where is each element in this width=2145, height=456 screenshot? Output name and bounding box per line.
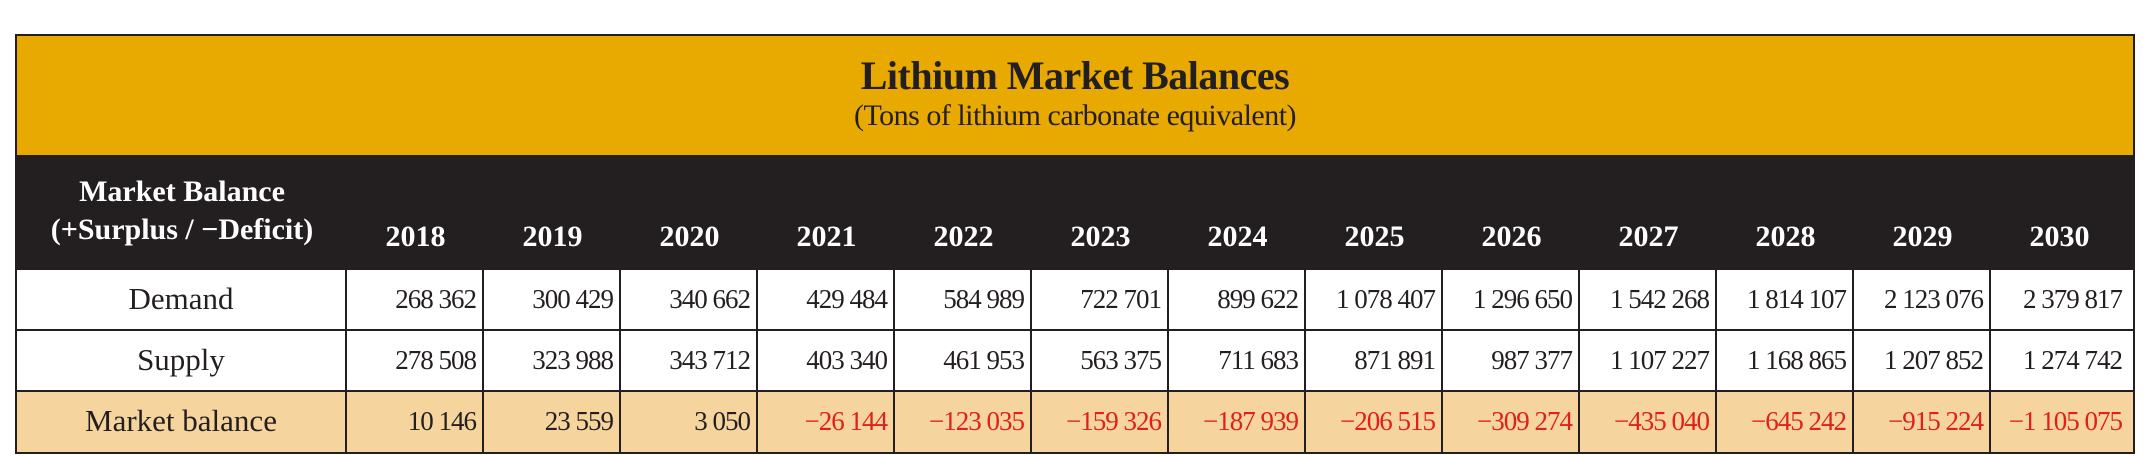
value-cell: 1 296 650 — [1443, 270, 1580, 329]
year-header: 2019 — [522, 220, 583, 253]
year-header: 2024 — [1207, 220, 1268, 253]
value-cell: 1 207 852 — [1854, 331, 1991, 390]
value-cell: 278 508 — [347, 331, 484, 390]
value-cell: 461 953 — [895, 331, 1032, 390]
value-cell: 1 274 742 — [2023, 345, 2123, 375]
year-header: 2028 — [1755, 220, 1816, 253]
value-cell: 871 891 — [1306, 331, 1443, 390]
demand-row: Demand 268 362 300 429 340 662 429 484 584 98… — [17, 268, 2133, 329]
year-header: 2026 — [1481, 220, 1542, 253]
table-title: Lithium Market Balances — [860, 53, 1290, 98]
value-cell: −123 035 — [895, 392, 1032, 452]
row-label-header: Market Balance (+Surplus / −Deficit) — [17, 157, 347, 268]
value-cell: 300 429 — [484, 270, 621, 329]
value-cell: 899 622 — [1169, 270, 1306, 329]
row-label: Supply — [17, 331, 347, 390]
title-band: Lithium Market Balances (Tons of lithium… — [17, 36, 2133, 157]
value-cell: 23 559 — [484, 392, 621, 452]
value-cell: 1 078 407 — [1306, 270, 1443, 329]
value-cell: 1 107 227 — [1580, 331, 1717, 390]
header-label-line1: Market Balance — [79, 175, 285, 208]
value-cell: −435 040 — [1580, 392, 1717, 452]
value-cell: −309 274 — [1443, 392, 1580, 452]
value-cell: −1 105 075 — [2008, 406, 2123, 436]
value-cell: 268 362 — [347, 270, 484, 329]
year-header: 2030 — [2029, 220, 2090, 253]
row-label: Demand — [17, 270, 347, 329]
value-cell: 10 146 — [347, 392, 484, 452]
year-header: 2018 — [385, 220, 446, 253]
value-cell: −159 326 — [1032, 392, 1169, 452]
year-header: 2021 — [796, 220, 857, 253]
year-header: 2020 — [659, 220, 720, 253]
value-cell: −26 144 — [758, 392, 895, 452]
value-cell: 722 701 — [1032, 270, 1169, 329]
value-cell: −645 242 — [1717, 392, 1854, 452]
value-cell: −187 939 — [1169, 392, 1306, 452]
year-header: 2023 — [1070, 220, 1131, 253]
table-subtitle: (Tons of lithium carbonate equivalent) — [853, 99, 1297, 132]
value-cell: 987 377 — [1443, 331, 1580, 390]
header-row: Market Balance (+Surplus / −Deficit) 201… — [17, 157, 2133, 268]
row-label: Market balance — [17, 392, 347, 452]
value-cell: 2 379 817 — [2023, 284, 2123, 314]
value-cell: −206 515 — [1306, 392, 1443, 452]
value-cell: 343 712 — [621, 331, 758, 390]
value-cell: 1 542 268 — [1580, 270, 1717, 329]
supply-row: Supply 278 508 323 988 343 712 403 340 461 95… — [17, 329, 2133, 390]
value-cell: 1 814 107 — [1717, 270, 1854, 329]
value-cell: 429 484 — [758, 270, 895, 329]
value-cell: −915 224 — [1854, 392, 1991, 452]
year-header: 2025 — [1344, 220, 1405, 253]
market-balance-table: Lithium Market Balances (Tons of lithium… — [15, 34, 2135, 454]
value-cell: 340 662 — [621, 270, 758, 329]
value-cell: 3 050 — [621, 392, 758, 452]
value-cell: 711 683 — [1169, 331, 1306, 390]
value-cell: 1 168 865 — [1717, 331, 1854, 390]
value-cell: 584 989 — [895, 270, 1032, 329]
value-cell: 323 988 — [484, 331, 621, 390]
market-balance-row: Market balance 10 146 23 559 3 050 −26 144 −1… — [17, 390, 2133, 452]
year-header: 2027 — [1618, 220, 1679, 253]
value-cell: 2 123 076 — [1854, 270, 1991, 329]
value-cell: 563 375 — [1032, 331, 1169, 390]
year-header: 2029 — [1892, 220, 1953, 253]
header-label-line2: (+Surplus / −Deficit) — [50, 213, 314, 246]
year-header: 2022 — [933, 220, 994, 253]
value-cell: 403 340 — [758, 331, 895, 390]
